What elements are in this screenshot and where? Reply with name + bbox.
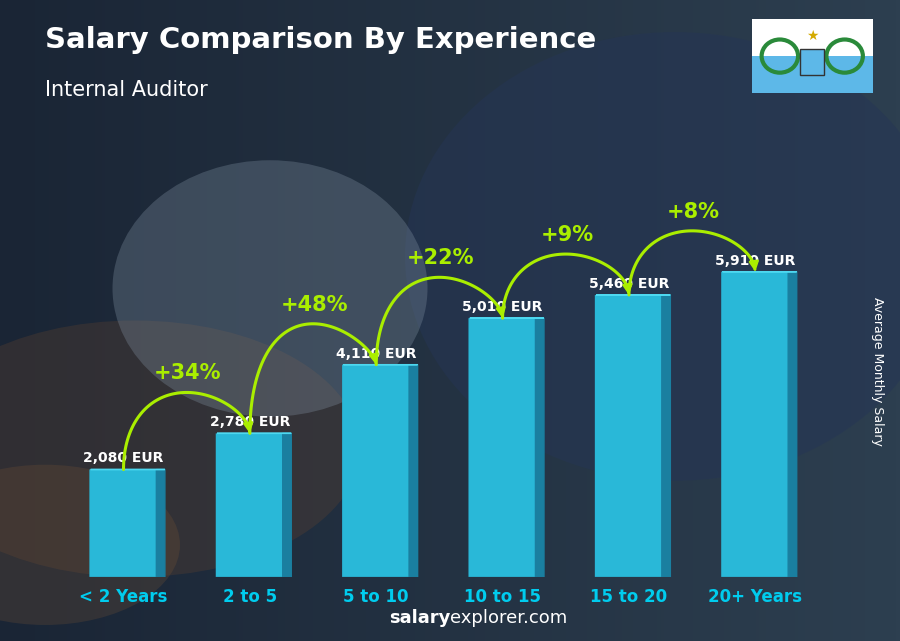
Text: ★: ★ xyxy=(806,29,818,43)
Ellipse shape xyxy=(405,32,900,481)
Text: 5,460 EUR: 5,460 EUR xyxy=(589,277,669,291)
Text: Salary Comparison By Experience: Salary Comparison By Experience xyxy=(45,26,596,54)
Text: +22%: +22% xyxy=(407,248,474,268)
FancyBboxPatch shape xyxy=(89,469,158,577)
Ellipse shape xyxy=(0,465,180,625)
Text: +48%: +48% xyxy=(281,294,348,315)
Text: explorer.com: explorer.com xyxy=(450,609,567,627)
Bar xyxy=(752,19,873,56)
Text: +34%: +34% xyxy=(154,363,221,383)
Text: 4,110 EUR: 4,110 EUR xyxy=(336,347,417,360)
FancyBboxPatch shape xyxy=(469,318,536,577)
Text: +8%: +8% xyxy=(667,201,720,222)
Polygon shape xyxy=(410,365,418,577)
FancyBboxPatch shape xyxy=(595,295,663,577)
Text: 5,010 EUR: 5,010 EUR xyxy=(463,300,543,314)
Text: +9%: +9% xyxy=(541,225,594,245)
FancyBboxPatch shape xyxy=(216,433,284,577)
Text: Average Monthly Salary: Average Monthly Salary xyxy=(871,297,884,446)
Ellipse shape xyxy=(112,160,428,417)
Bar xyxy=(752,56,873,93)
Text: salary: salary xyxy=(389,609,450,627)
Polygon shape xyxy=(662,295,670,577)
Text: 5,910 EUR: 5,910 EUR xyxy=(716,254,796,267)
Polygon shape xyxy=(157,469,165,577)
Text: Internal Auditor: Internal Auditor xyxy=(45,80,208,100)
FancyBboxPatch shape xyxy=(342,365,410,577)
Text: 2,780 EUR: 2,780 EUR xyxy=(210,415,290,429)
FancyBboxPatch shape xyxy=(721,272,789,577)
Polygon shape xyxy=(283,433,292,577)
Bar xyxy=(800,49,824,74)
Polygon shape xyxy=(536,318,544,577)
Polygon shape xyxy=(788,272,796,577)
Text: 2,080 EUR: 2,080 EUR xyxy=(84,451,164,465)
Ellipse shape xyxy=(0,320,360,577)
